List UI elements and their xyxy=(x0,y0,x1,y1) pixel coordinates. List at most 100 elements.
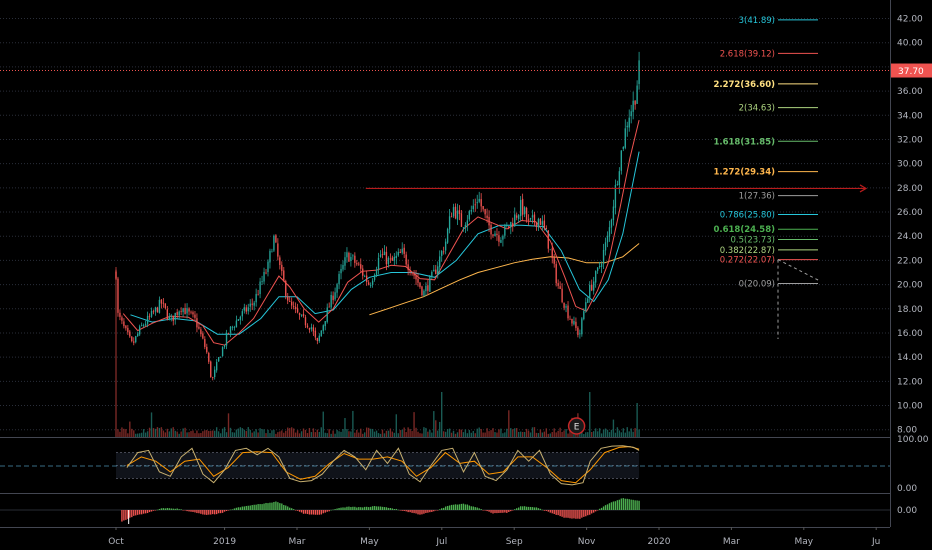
histogram-bar xyxy=(559,510,561,517)
fib-trend-line xyxy=(777,259,821,282)
candle-body xyxy=(273,235,275,251)
volume-bar xyxy=(476,428,478,437)
candle-body xyxy=(290,301,293,306)
histogram-bar xyxy=(508,510,510,512)
histogram-bar xyxy=(200,510,202,514)
volume-bar xyxy=(340,431,342,437)
volume-bar xyxy=(162,430,165,437)
histogram-bar xyxy=(606,504,609,510)
volume-bar xyxy=(480,428,482,437)
histogram-bar xyxy=(154,510,157,511)
time-axis[interactable]: Oct 2019 Mar May Jul Sep Nov 2020 Mar May Ju xyxy=(108,527,880,547)
candle-body xyxy=(496,233,498,236)
candle-body xyxy=(336,284,338,293)
candle-body xyxy=(176,312,178,315)
histogram-bar xyxy=(356,507,358,510)
candle-body xyxy=(227,333,230,334)
volume-bar xyxy=(131,428,133,437)
fib-level-label: 0.5(23.73) xyxy=(731,235,775,245)
volume-bar xyxy=(591,431,593,437)
candle-body xyxy=(247,307,249,312)
fib-level-label: 0.786(25.80) xyxy=(720,210,775,220)
histogram-bar xyxy=(298,510,301,512)
volume-bar xyxy=(393,432,396,437)
time-tick-label: 2020 xyxy=(648,537,671,547)
candle-body xyxy=(239,316,242,320)
volume-bar xyxy=(630,428,632,437)
candle-body xyxy=(573,321,575,325)
volume-bar xyxy=(231,432,234,437)
volume-bar xyxy=(516,428,518,437)
histogram-bar xyxy=(346,506,348,510)
histogram-bar xyxy=(144,510,147,514)
candle-body xyxy=(373,275,376,280)
candle-body xyxy=(433,269,435,272)
volume-bar xyxy=(421,433,423,437)
volume-bar xyxy=(435,420,437,437)
candle-body xyxy=(494,233,496,237)
volume-bar xyxy=(365,427,368,437)
histogram-bar xyxy=(204,510,206,515)
histogram-bar xyxy=(395,508,397,510)
histogram-bar xyxy=(585,510,587,517)
candle-body xyxy=(316,338,319,341)
volume-bar xyxy=(296,430,299,437)
histogram-bar xyxy=(435,510,437,511)
volume-bar xyxy=(439,421,441,437)
volume-bar xyxy=(127,433,129,437)
fibonacci-levels[interactable]: 3(41.89) 2.618(39.12) 2.272(36.60) 2(34.63)… xyxy=(713,16,821,340)
volume-bar xyxy=(137,433,139,437)
price-axis[interactable]: 42.0040.0038.0036.0034.0032.0030.0028.00… xyxy=(891,15,932,516)
earnings-marker-group[interactable]: E xyxy=(567,417,586,435)
histogram-bar xyxy=(415,510,417,514)
horizontal-line-group[interactable] xyxy=(365,184,868,193)
histogram-bar xyxy=(537,508,540,510)
candle-body xyxy=(367,282,370,285)
volume-bar xyxy=(358,432,360,437)
histogram-bar xyxy=(458,504,461,510)
volume-bar xyxy=(488,431,490,437)
volume-bar xyxy=(470,432,472,437)
volume-bar xyxy=(626,427,628,437)
volume-bar xyxy=(543,431,546,437)
volume-bar xyxy=(563,430,565,437)
candle-body xyxy=(393,256,396,261)
candle-body xyxy=(466,220,469,226)
histogram-bar xyxy=(521,506,524,510)
candle-body xyxy=(531,215,534,218)
candle-body xyxy=(275,235,277,243)
volume-bar xyxy=(504,432,506,437)
histogram-bar xyxy=(217,510,220,514)
volume-bar xyxy=(206,430,208,437)
candle-body xyxy=(403,247,405,254)
candle-body xyxy=(383,251,386,255)
candle-body xyxy=(612,206,615,221)
histogram-bar xyxy=(405,510,407,512)
volume-bar xyxy=(259,428,261,437)
volume-bar xyxy=(188,432,190,437)
candle-body xyxy=(217,357,220,362)
price-tick-label: 18.00 xyxy=(897,305,923,315)
price-tick-label: 16.00 xyxy=(897,329,923,339)
candle-body xyxy=(338,273,340,284)
volume-bar xyxy=(247,427,249,437)
candle-body xyxy=(210,361,212,377)
histogram-bar xyxy=(429,510,431,513)
candle-body xyxy=(565,306,567,308)
volume-bar xyxy=(322,411,324,437)
histogram-bar xyxy=(407,510,409,513)
candle-body xyxy=(184,307,186,315)
histogram-bar xyxy=(535,507,538,510)
volume-bar xyxy=(423,427,425,437)
candle-body xyxy=(535,222,538,228)
volume-bar xyxy=(383,433,386,437)
candle-body xyxy=(464,224,467,229)
volume-bar xyxy=(279,431,281,437)
volume-bar xyxy=(129,421,131,437)
volume-bar xyxy=(235,429,238,437)
candle-body xyxy=(470,210,472,212)
histogram-bar xyxy=(131,510,133,518)
volume-bar xyxy=(407,427,409,437)
candle-body xyxy=(561,288,563,303)
